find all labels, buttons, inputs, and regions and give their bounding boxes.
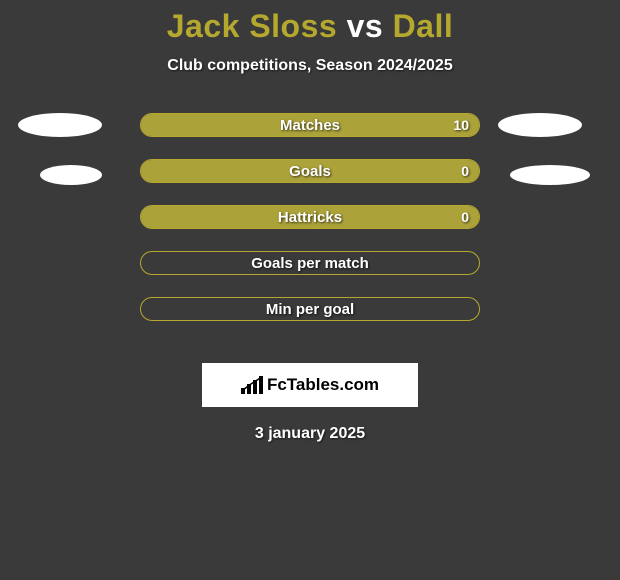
fctables-logo: FcTables.com	[202, 363, 418, 407]
page-title: Jack Sloss vs Dall	[0, 8, 620, 45]
stat-row: Goals0	[140, 159, 480, 183]
stat-row: Matches10	[140, 113, 480, 137]
player2-name: Dall	[393, 8, 454, 44]
date-text: 3 january 2025	[0, 425, 620, 443]
stat-value-right: 0	[461, 206, 469, 228]
stat-row: Min per goal	[140, 297, 480, 321]
stat-label: Hattricks	[141, 206, 479, 228]
stat-value-right: 0	[461, 160, 469, 182]
stat-label: Matches	[141, 114, 479, 136]
logo-inner: FcTables.com	[241, 375, 379, 395]
comparison-infographic: Jack Sloss vs Dall Club competitions, Se…	[0, 0, 620, 443]
stat-label: Min per goal	[141, 298, 479, 320]
stat-area: Matches10Goals0Hattricks0Goals per match…	[0, 113, 620, 353]
ellipse-decor	[40, 165, 102, 185]
subtitle: Club competitions, Season 2024/2025	[0, 57, 620, 75]
ellipse-decor	[510, 165, 590, 185]
stat-value-right: 10	[453, 114, 469, 136]
logo-text: FcTables.com	[267, 375, 379, 395]
stat-rows: Matches10Goals0Hattricks0Goals per match…	[0, 113, 620, 321]
player1-name: Jack Sloss	[167, 8, 337, 44]
ellipse-decor	[18, 113, 102, 137]
stat-label: Goals	[141, 160, 479, 182]
logo-chart-icon	[241, 376, 263, 394]
stat-row: Goals per match	[140, 251, 480, 275]
ellipse-decor	[498, 113, 582, 137]
vs-text: vs	[347, 8, 384, 44]
stat-row: Hattricks0	[140, 205, 480, 229]
stat-label: Goals per match	[141, 252, 479, 274]
